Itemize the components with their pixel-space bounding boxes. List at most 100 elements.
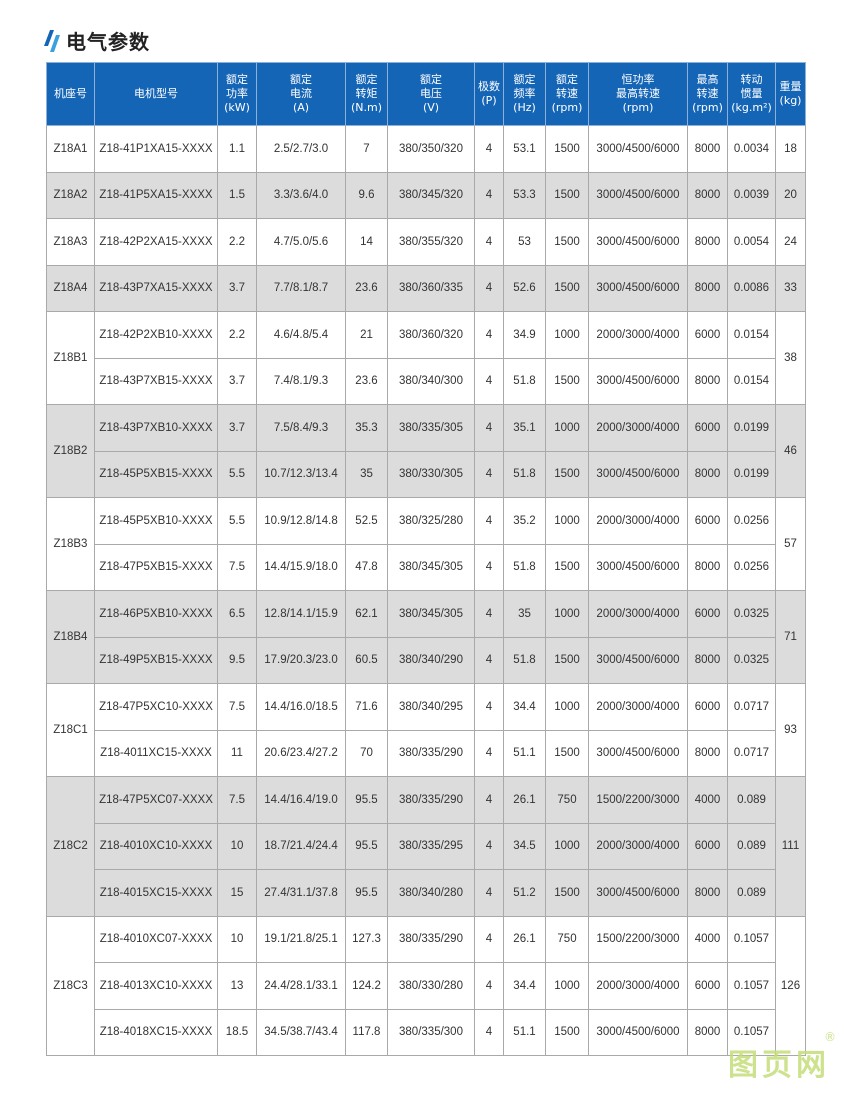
rated-frequency-cell: 35.2: [503, 497, 546, 545]
column-header: 额定 转矩 (N.m): [345, 62, 388, 126]
frame-cell: Z18B4: [46, 590, 95, 684]
constant-power-max-speed-cell: 3000/4500/6000: [588, 264, 688, 312]
table-row: Z18A2 Z18-41P5XA15-XXXX 1.5 3.3/3.6/4.0 9.6 3…: [46, 171, 806, 219]
weight-cell: 20: [775, 171, 806, 219]
rated-torque-cell: 52.5: [345, 497, 388, 545]
rated-voltage-cell: 380/350/320: [387, 125, 475, 173]
rated-frequency-cell: 51.8: [503, 636, 546, 684]
rated-torque-cell: 62.1: [345, 590, 388, 638]
poles-cell: 4: [474, 218, 504, 266]
poles-cell: 4: [474, 869, 504, 917]
max-speed-cell: 8000: [687, 264, 728, 312]
rated-torque-cell: 70: [345, 729, 388, 777]
rated-torque-cell: 14: [345, 218, 388, 266]
motor-model-cell: Z18-42P2XA15-XXXX: [94, 218, 218, 266]
table-row: Z18-47P5XB15-XXXX 7.5 14.4/15.9/18.0 47.8 38…: [47, 543, 806, 591]
weight-cell: 126: [775, 915, 806, 1056]
inertia-cell: 0.089: [727, 822, 776, 870]
section-title: 电气参数: [44, 26, 150, 55]
constant-power-max-speed-cell: 3000/4500/6000: [588, 171, 688, 219]
rated-voltage-cell: 380/340/290: [387, 636, 475, 684]
max-speed-cell: 6000: [687, 822, 728, 870]
constant-power-max-speed-cell: 3000/4500/6000: [588, 450, 688, 498]
inertia-cell: 0.0086: [727, 264, 776, 312]
rated-speed-cell: 1500: [545, 543, 589, 591]
rated-power-cell: 2.2: [217, 311, 257, 359]
rated-frequency-cell: 51.8: [503, 543, 546, 591]
rated-voltage-cell: 380/340/295: [387, 683, 475, 731]
rated-voltage-cell: 380/335/295: [387, 822, 475, 870]
rated-current-cell: 24.4/28.1/33.1: [256, 962, 346, 1010]
motor-model-cell: Z18-41P5XA15-XXXX: [94, 171, 218, 219]
rated-speed-cell: 1500: [545, 125, 589, 173]
max-speed-cell: 8000: [687, 125, 728, 173]
poles-cell: 4: [474, 264, 504, 312]
rated-torque-cell: 21: [345, 311, 388, 359]
max-speed-cell: 6000: [687, 683, 728, 731]
rated-speed-cell: 750: [545, 915, 589, 963]
column-header: 额定 转速 (rpm): [545, 62, 589, 126]
rated-frequency-cell: 26.1: [503, 776, 546, 824]
rated-current-cell: 12.8/14.1/15.9: [256, 590, 346, 638]
inertia-cell: 0.0034: [727, 125, 776, 173]
constant-power-max-speed-cell: 3000/4500/6000: [588, 357, 688, 405]
poles-cell: 4: [474, 962, 504, 1010]
rated-speed-cell: 1500: [545, 171, 589, 219]
constant-power-max-speed-cell: 3000/4500/6000: [588, 1008, 688, 1056]
rated-power-cell: 7.5: [217, 683, 257, 731]
motor-model-cell: Z18-4010XC07-XXXX: [94, 915, 218, 963]
max-speed-cell: 8000: [687, 543, 728, 591]
rated-power-cell: 3.7: [217, 404, 257, 452]
rated-torque-cell: 95.5: [345, 869, 388, 917]
table-row: Z18-4015XC15-XXXX 15 27.4/31.1/37.8 95.5 380…: [47, 869, 806, 917]
frame-cell: Z18A1: [46, 125, 95, 173]
table-row: Z18-49P5XB15-XXXX 9.5 17.9/20.3/23.0 60.5 38…: [47, 636, 806, 684]
rated-current-cell: 27.4/31.1/37.8: [256, 869, 346, 917]
rated-speed-cell: 1500: [545, 264, 589, 312]
rated-torque-cell: 95.5: [345, 822, 388, 870]
max-speed-cell: 4000: [687, 915, 728, 963]
max-speed-cell: 8000: [687, 636, 728, 684]
rated-current-cell: 20.6/23.4/27.2: [256, 729, 346, 777]
motor-model-cell: Z18-4011XC15-XXXX: [94, 729, 218, 777]
motor-model-cell: Z18-41P1XA15-XXXX: [94, 125, 218, 173]
inertia-cell: 0.0325: [727, 590, 776, 638]
column-header: 重量 (kg): [775, 62, 806, 126]
column-header: 额定 频率 (Hz): [503, 62, 546, 126]
rated-current-cell: 4.6/4.8/5.4: [256, 311, 346, 359]
rated-voltage-cell: 380/330/280: [387, 962, 475, 1010]
rated-torque-cell: 71.6: [345, 683, 388, 731]
inertia-cell: 0.0256: [727, 543, 776, 591]
rated-power-cell: 13: [217, 962, 257, 1010]
rated-power-cell: 11: [217, 729, 257, 777]
rated-voltage-cell: 380/335/300: [387, 1008, 475, 1056]
rated-speed-cell: 1500: [545, 636, 589, 684]
weight-cell: 46: [775, 404, 806, 498]
constant-power-max-speed-cell: 1500/2200/3000: [588, 915, 688, 963]
weight-cell: 33: [775, 264, 806, 312]
rated-current-cell: 7.5/8.4/9.3: [256, 404, 346, 452]
rated-current-cell: 10.7/12.3/13.4: [256, 450, 346, 498]
rated-voltage-cell: 380/345/320: [387, 171, 475, 219]
table-row: Z18B4 Z18-46P5XB10-XXXX 6.5 12.8/14.1/15.9 6…: [46, 590, 806, 684]
inertia-cell: 0.1057: [727, 915, 776, 963]
frame-cell: Z18A3: [46, 218, 95, 266]
rated-speed-cell: 750: [545, 776, 589, 824]
rated-voltage-cell: 380/335/290: [387, 776, 475, 824]
rated-speed-cell: 1500: [545, 357, 589, 405]
table-row: Z18C2 Z18-47P5XC07-XXXX 7.5 14.4/16.4/19.0 9…: [46, 776, 806, 917]
table-header-row: 机座号 电机型号 额定 功率 (kW) 额定 电流 (A) 额定 转矩 (N.m) 额定 …: [46, 62, 806, 126]
max-speed-cell: 6000: [687, 404, 728, 452]
poles-cell: 4: [474, 311, 504, 359]
rated-power-cell: 5.5: [217, 450, 257, 498]
table-row: Z18C3 Z18-4010XC07-XXXX 10 19.1/21.8/25.1 12…: [46, 915, 806, 1056]
rated-torque-cell: 7: [345, 125, 388, 173]
poles-cell: 4: [474, 1008, 504, 1056]
table-row: Z18A4 Z18-43P7XA15-XXXX 3.7 7.7/8.1/8.7 23.6…: [46, 264, 806, 312]
poles-cell: 4: [474, 683, 504, 731]
table-row: Z18-4018XC15-XXXX 18.5 34.5/38.7/43.4 117.8…: [47, 1008, 806, 1056]
poles-cell: 4: [474, 125, 504, 173]
inertia-cell: 0.0199: [727, 404, 776, 452]
poles-cell: 4: [474, 590, 504, 638]
rated-power-cell: 9.5: [217, 636, 257, 684]
